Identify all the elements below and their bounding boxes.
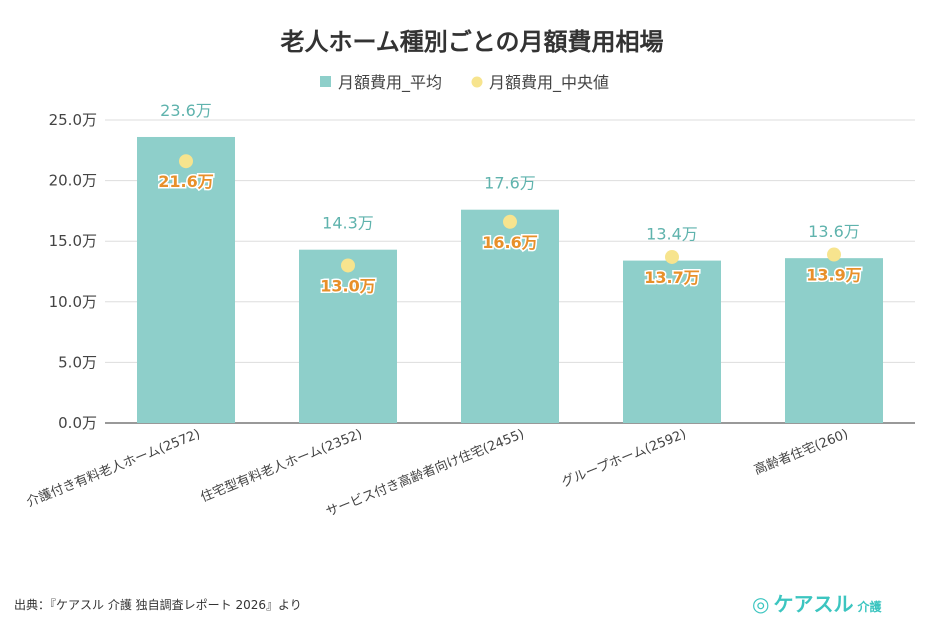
median-value-label: 13.9万 <box>806 266 861 285</box>
x-tick-label: 介護付き有料老人ホーム(2572) <box>24 426 202 510</box>
bar-value-label: 14.3万 <box>322 214 374 233</box>
legend-swatch-median <box>471 76 483 88</box>
x-tick-label: グループホーム(2592) <box>560 427 689 491</box>
x-tick-label: 高齢者住宅(260) <box>752 426 851 478</box>
median-point <box>827 247 841 262</box>
bar-value-label: 23.6万 <box>160 101 212 120</box>
median-point <box>665 249 679 264</box>
legend: 月額費用_平均 月額費用_中央値 <box>320 73 609 93</box>
chart-title: 老人ホーム種別ごとの月額費用相場 <box>280 28 663 56</box>
y-tick-label: 15.0万 <box>49 232 97 250</box>
bar <box>299 249 397 423</box>
median-value-label: 21.6万 <box>158 172 213 191</box>
bar-value-label: 13.4万 <box>646 225 698 244</box>
logo-text: ケアスル <box>773 592 854 616</box>
logo-icon: ◎ <box>752 592 770 616</box>
median-point <box>341 258 355 273</box>
legend-label-average: 月額費用_平均 <box>338 73 442 93</box>
bar <box>623 260 721 423</box>
y-tick-label: 20.0万 <box>49 172 97 190</box>
legend-label-median: 月額費用_中央値 <box>489 73 609 93</box>
y-tick-label: 0.0万 <box>58 414 97 432</box>
bar <box>785 258 883 423</box>
y-tick-label: 5.0万 <box>58 353 97 371</box>
median-point <box>179 154 193 169</box>
median-value-label: 13.7万 <box>644 268 699 287</box>
bar-value-label: 13.6万 <box>808 222 860 241</box>
source-note: 出典：『ケアスル 介護 独自調査レポート 2026』より <box>14 598 302 612</box>
logo-subtext: 介護 <box>857 600 882 614</box>
median-value-label: 16.6万 <box>482 233 537 252</box>
median-point <box>503 214 517 229</box>
logo: ◎ ケアスル 介護 <box>752 588 881 617</box>
bar <box>461 209 559 423</box>
legend-swatch-average <box>320 76 331 87</box>
x-tick-label: 住宅型有料老人ホーム(2352) <box>199 427 365 506</box>
bar <box>137 136 235 423</box>
median-value-label: 13.0万 <box>320 276 375 295</box>
y-tick-label: 25.0万 <box>49 111 97 129</box>
bar-value-label: 17.6万 <box>484 174 536 193</box>
y-tick-label: 10.0万 <box>49 293 97 311</box>
